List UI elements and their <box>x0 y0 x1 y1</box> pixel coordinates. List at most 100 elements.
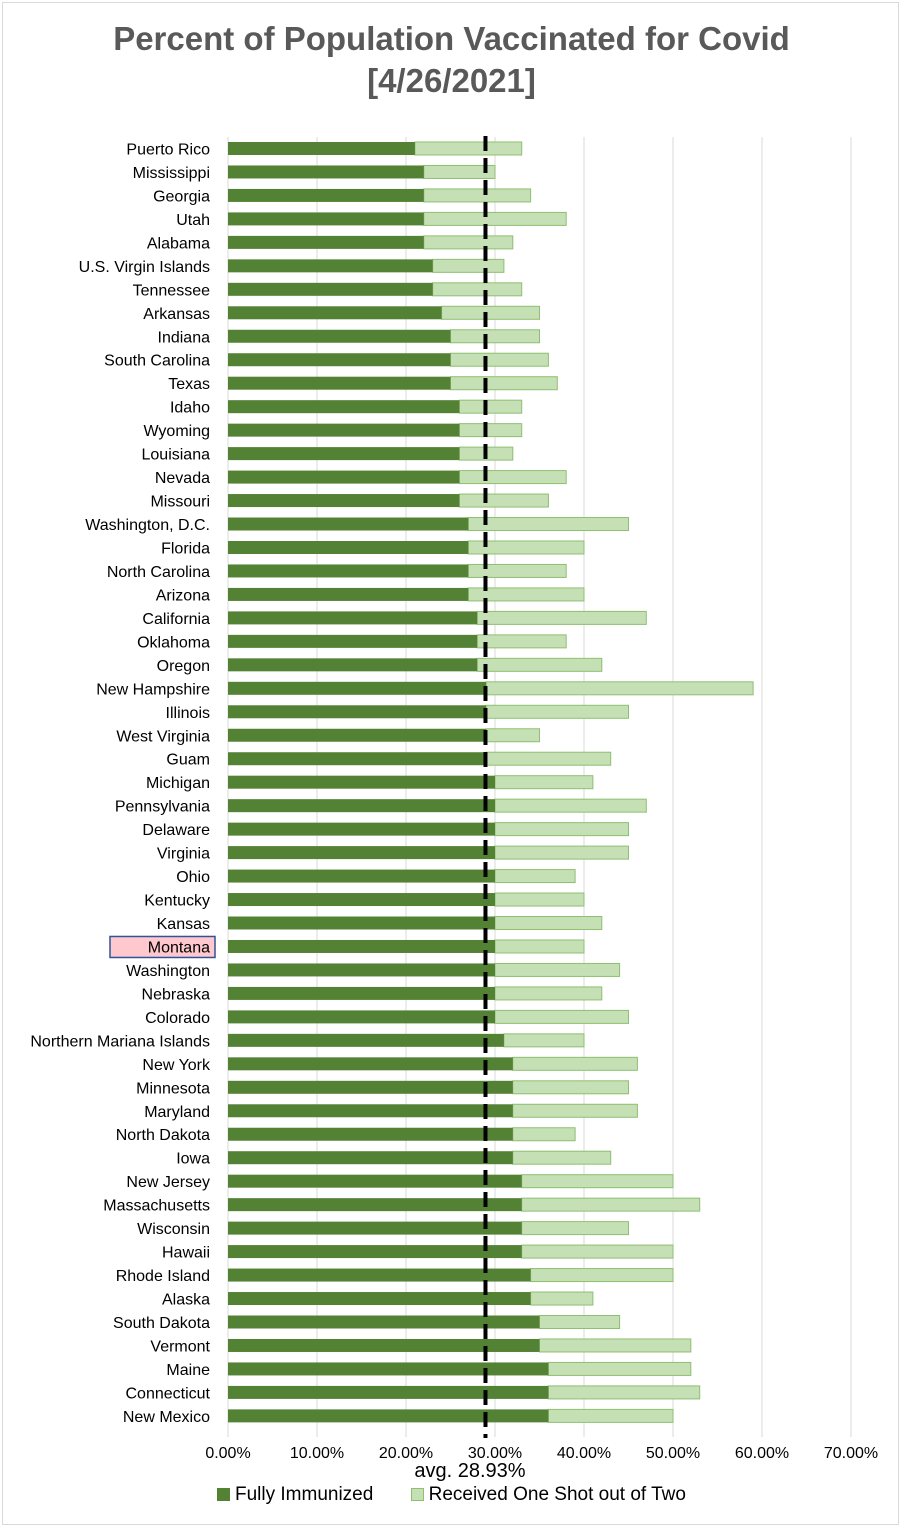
category-label: Northern Mariana Islands <box>30 1033 210 1050</box>
x-tick-label: 70.00% <box>824 1445 878 1462</box>
category-label: New Mexico <box>123 1409 210 1426</box>
bar-one-shot-guam <box>485 751 612 766</box>
bar-fully-missouri <box>228 494 460 508</box>
x-tick-label: 20.00% <box>379 1445 433 1462</box>
category-label: Washington <box>126 963 210 980</box>
average-label: avg. 28.93% <box>414 1460 526 1482</box>
bar-fully-mississippi <box>228 165 424 179</box>
category-label: New Hampshire <box>96 681 210 698</box>
category-label: Alabama <box>147 235 210 252</box>
bar-one-shot-delaware <box>494 822 629 837</box>
chart-title-line1: Percent of Population Vaccinated for Cov… <box>113 20 790 57</box>
legend-label-fully-immunized: Fully Immunized <box>235 1484 374 1505</box>
bar-fully-oklahoma <box>228 634 478 648</box>
bar-fully-washington-d-c <box>228 517 469 531</box>
category-label: Guam <box>166 752 210 769</box>
category-label: Minnesota <box>136 1080 210 1097</box>
bar-one-shot-new-mexico <box>547 1408 674 1423</box>
bar-fully-guam <box>228 752 487 766</box>
category-label: Rhode Island <box>116 1268 210 1285</box>
bar-fully-arkansas <box>228 306 442 320</box>
bar-one-shot-connecticut <box>547 1385 701 1400</box>
x-tick-label: 40.00% <box>557 1445 611 1462</box>
bar-one-shot-hawaii <box>521 1244 674 1259</box>
legend-label-one-shot: Received One Shot out of Two <box>428 1484 686 1505</box>
bar-fully-massachusetts <box>228 1198 522 1212</box>
category-label: South Carolina <box>104 353 210 370</box>
bar-one-shot-missouri <box>458 493 549 508</box>
bar-fully-kentucky <box>228 893 495 907</box>
category-label: Florida <box>161 540 210 557</box>
category-label: Arizona <box>156 587 210 604</box>
category-label: Maine <box>166 1362 210 1379</box>
bar-fully-georgia <box>228 188 424 202</box>
bar-fully-michigan <box>228 775 495 789</box>
category-label: Tennessee <box>133 282 210 299</box>
bar-fully-kansas <box>228 916 495 930</box>
bar-fully-ohio <box>228 869 495 883</box>
bar-fully-vermont <box>228 1338 540 1352</box>
x-tick-label: 10.00% <box>290 1445 344 1462</box>
legend-swatch-one-shot <box>410 1488 424 1501</box>
bar-one-shot-maryland <box>512 1103 638 1118</box>
bar-one-shot-minnesota <box>512 1080 629 1095</box>
bar-one-shot-pennsylvania <box>494 798 647 813</box>
bar-one-shot-rhode-island <box>530 1268 674 1283</box>
bar-one-shot-washington-d-c <box>467 517 629 532</box>
bar-fully-florida <box>228 540 469 554</box>
category-label: Ohio <box>176 869 210 886</box>
bar-one-shot-maine <box>547 1361 692 1376</box>
bar-one-shot-kentucky <box>494 892 585 907</box>
bar-fully-minnesota <box>228 1080 513 1094</box>
bar-fully-u-s-virgin-islands <box>228 259 433 273</box>
bar-fully-maryland <box>228 1104 513 1118</box>
category-label: Delaware <box>142 822 210 839</box>
bar-one-shot-illinois <box>485 704 629 719</box>
legend: Fully Immunized Received One Shot out of… <box>0 1484 903 1506</box>
bar-fully-new-york <box>228 1057 513 1071</box>
bar-fully-puerto-rico <box>228 142 415 155</box>
legend-item-fully-immunized: Fully Immunized <box>217 1484 373 1506</box>
category-label: Texas <box>168 376 210 393</box>
bar-one-shot-new-jersey <box>521 1174 674 1189</box>
bar-one-shot-wisconsin <box>521 1221 630 1236</box>
bar-fully-colorado <box>228 1010 495 1024</box>
bar-one-shot-wyoming <box>458 423 523 438</box>
x-tick-label: 0.00% <box>205 1445 250 1462</box>
category-label: Louisiana <box>142 447 211 464</box>
bar-fully-texas <box>228 376 451 390</box>
category-label: Kentucky <box>144 893 210 910</box>
category-label: U.S. Virgin Islands <box>79 259 210 276</box>
bar-one-shot-alabama <box>423 235 514 250</box>
bar-fully-illinois <box>228 705 487 719</box>
bar-one-shot-south-carolina <box>450 352 549 367</box>
bar-fully-northern-mariana-islands <box>228 1033 504 1047</box>
category-label: West Virginia <box>116 728 210 745</box>
bar-one-shot-south-dakota <box>539 1315 621 1329</box>
category-label: Oklahoma <box>137 634 210 651</box>
bar-one-shot-montana <box>494 939 585 954</box>
bar-one-shot-northern-mariana-islands <box>503 1033 585 1048</box>
bar-one-shot-north-dakota <box>512 1127 576 1142</box>
category-label: Nevada <box>155 470 210 487</box>
category-label: Hawaii <box>162 1245 210 1262</box>
category-label: Nebraska <box>142 986 211 1003</box>
bar-fully-alaska <box>228 1292 531 1306</box>
category-label: Michigan <box>146 775 210 792</box>
bar-fully-indiana <box>228 329 451 343</box>
x-tick-label: 30.00% <box>468 1445 522 1462</box>
category-label: Puerto Rico <box>126 142 210 159</box>
category-label: Massachusetts <box>103 1198 210 1215</box>
bar-fully-new-hampshire <box>228 681 487 695</box>
bar-one-shot-colorado <box>494 1009 629 1024</box>
bar-one-shot-iowa <box>512 1150 612 1165</box>
bar-fully-tennessee <box>228 282 433 296</box>
bar-fully-maine <box>228 1362 549 1376</box>
bar-fully-idaho <box>228 400 460 414</box>
category-label: Utah <box>176 212 210 229</box>
bar-fully-west-virginia <box>228 728 487 742</box>
bar-fully-montana <box>228 939 495 953</box>
legend-item-one-shot: Received One Shot out of Two <box>410 1484 686 1506</box>
bar-fully-south-carolina <box>228 353 451 367</box>
